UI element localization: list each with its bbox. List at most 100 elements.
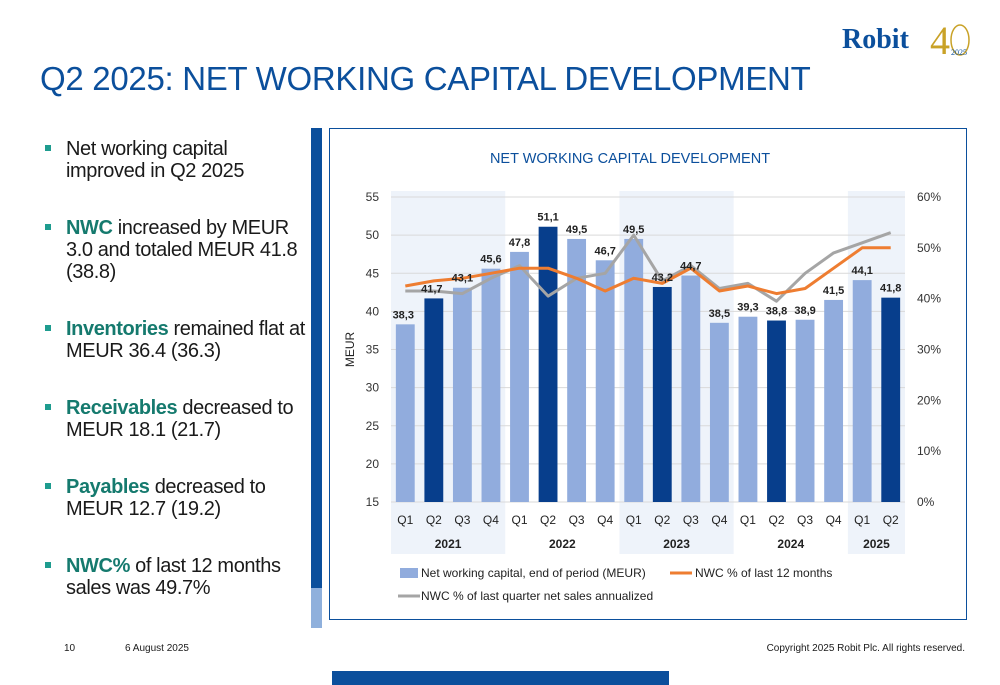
legend-swatch-bars [400, 568, 418, 578]
data-label: 45,6 [480, 254, 501, 266]
x-tick-label: Q4 [483, 513, 499, 527]
year-label: 2023 [663, 537, 690, 551]
logo-anniversary: 4 [930, 18, 950, 63]
bar [852, 280, 872, 502]
x-tick-label: Q2 [654, 513, 670, 527]
data-label: 38,8 [766, 306, 787, 318]
x-tick-label: Q1 [397, 513, 413, 527]
decor-bottom-strip [332, 671, 669, 685]
robit-logo: Robit 4 2025 [842, 18, 970, 63]
data-label: 51,1 [537, 212, 558, 224]
y2-tick-label: 60% [917, 190, 941, 204]
y-tick-label: 15 [366, 495, 380, 509]
bullet-item: NWC increased by MEUR 3.0 and totaled ME… [40, 217, 310, 283]
x-tick-label: Q2 [768, 513, 784, 527]
x-tick-label: Q2 [540, 513, 556, 527]
bar [424, 298, 444, 502]
data-label: 39,3 [737, 302, 758, 314]
data-label: 49,5 [566, 224, 587, 236]
bar [881, 297, 901, 502]
bullet-list: Net working capital improved in Q2 2025 … [40, 138, 310, 634]
bar [481, 268, 501, 502]
bullet-item: NWC% of last 12 months sales was 49.7% [40, 555, 310, 599]
y-axis-label: MEUR [343, 332, 357, 368]
x-tick-label: Q4 [711, 513, 727, 527]
y-tick-label: 20 [366, 457, 380, 471]
y2-tick-label: 0% [917, 495, 935, 509]
bar [795, 319, 815, 502]
logo-ring [950, 24, 970, 56]
y-tick-label: 40 [366, 304, 380, 318]
bar [652, 286, 672, 502]
decor-bar-dark [311, 128, 322, 588]
bar [709, 322, 729, 502]
bar [824, 299, 844, 502]
legend-label: Net working capital, end of period (MEUR… [421, 566, 646, 580]
line-nwc-12m [405, 246, 891, 296]
data-label: 49,5 [623, 224, 644, 236]
x-tick-label: Q1 [626, 513, 642, 527]
x-tick-label: Q2 [883, 513, 899, 527]
footer-date: 6 August 2025 [125, 643, 189, 654]
x-tick-label: Q3 [683, 513, 699, 527]
x-tick-label: Q2 [426, 513, 442, 527]
x-tick-label: Q1 [511, 513, 527, 527]
x-tick-label: Q3 [454, 513, 470, 527]
x-tick-label: Q1 [740, 513, 756, 527]
footer-copyright: Copyright 2025 Robit Plc. All rights res… [766, 643, 965, 654]
y-tick-label: 35 [366, 343, 380, 357]
chart-container: NET WORKING CAPITAL DEVELOPMENT 15 20 25 30 3… [329, 128, 967, 620]
decor-bar-light [311, 588, 322, 628]
y-tick-label: 50 [366, 228, 380, 242]
page-title: Q2 2025: NET WORKING CAPITAL DEVELOPMENT [40, 60, 811, 97]
bar [767, 320, 786, 502]
x-tick-label: Q3 [797, 513, 813, 527]
year-label: 2025 [863, 537, 890, 551]
bullet-item: Payables decreased to MEUR 12.7 (19.2) [40, 476, 310, 520]
nwc-chart: NET WORKING CAPITAL DEVELOPMENT152025303… [343, 151, 941, 603]
x-tick-label: Q4 [826, 513, 842, 527]
y2-tick-label: 20% [917, 393, 941, 407]
bar [538, 226, 558, 503]
bullet-item: Net working capital improved in Q2 2025 [40, 138, 310, 182]
data-label: 46,7 [594, 245, 615, 257]
data-label: 38,3 [393, 309, 414, 321]
year-label: 2022 [549, 537, 576, 551]
y2-tick-label: 10% [917, 444, 941, 458]
data-label: 41,8 [880, 283, 901, 295]
legend-label: NWC % of last 12 months [695, 566, 832, 580]
data-label: 41,7 [421, 283, 442, 295]
legend-label: NWC % of last quarter net sales annualiz… [421, 589, 653, 603]
data-label: 41,5 [823, 285, 844, 297]
year-label: 2021 [435, 537, 462, 551]
bar [567, 238, 587, 502]
data-label: 38,9 [794, 305, 815, 317]
x-tick-label: Q1 [854, 513, 870, 527]
bar [510, 251, 529, 502]
data-label: 47,8 [509, 237, 530, 249]
logo-text: Robit [842, 24, 910, 55]
data-label: 38,5 [709, 308, 730, 320]
y-tick-label: 30 [366, 381, 380, 395]
bar [681, 275, 701, 502]
bar [452, 287, 472, 502]
data-label: 43,2 [652, 272, 673, 284]
y-tick-label: 25 [366, 419, 380, 433]
bar [624, 238, 644, 502]
y2-tick-label: 30% [917, 343, 941, 357]
logo-year: 2025 [951, 48, 967, 57]
bar [395, 324, 415, 502]
y2-tick-label: 40% [917, 292, 941, 306]
x-tick-label: Q3 [569, 513, 585, 527]
page-number: 10 [64, 643, 76, 654]
y2-tick-label: 50% [917, 241, 941, 255]
x-tick-label: Q4 [597, 513, 613, 527]
data-label: 44,7 [680, 261, 701, 273]
bar [595, 260, 615, 502]
bullet-item: Receivables decreased to MEUR 18.1 (21.7… [40, 397, 310, 441]
data-label: 43,1 [452, 273, 473, 285]
line-nwc-quarter [405, 231, 892, 303]
y-tick-label: 55 [366, 190, 380, 204]
chart-title: NET WORKING CAPITAL DEVELOPMENT [490, 151, 770, 167]
year-label: 2024 [777, 537, 804, 551]
